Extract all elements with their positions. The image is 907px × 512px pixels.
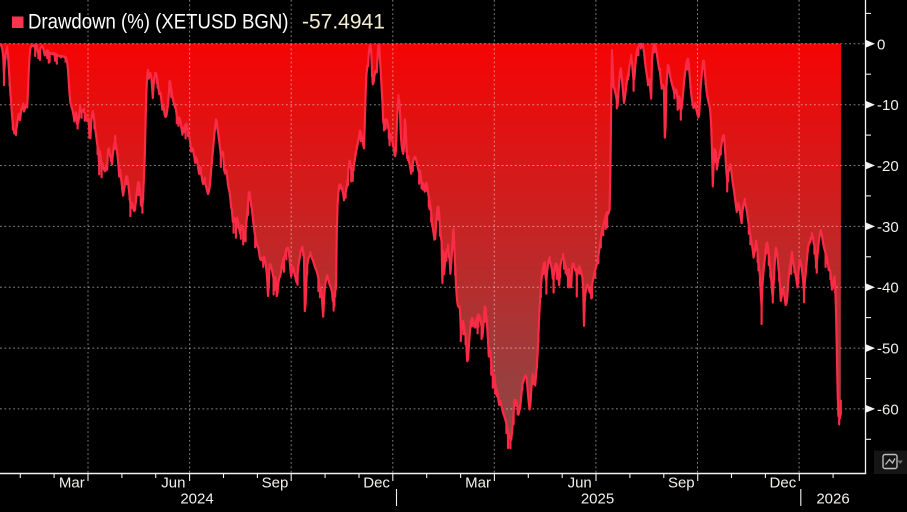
svg-text:Sep: Sep: [668, 475, 695, 492]
svg-text:Mar: Mar: [59, 475, 85, 492]
svg-text:-57.4941: -57.4941: [302, 11, 385, 34]
svg-text:2024: 2024: [180, 491, 213, 508]
svg-text:-10: -10: [877, 97, 899, 114]
svg-text:-40: -40: [877, 280, 899, 297]
svg-text:Dec: Dec: [770, 475, 797, 492]
svg-text:Mar: Mar: [465, 475, 491, 492]
svg-text:Dec: Dec: [363, 475, 390, 492]
svg-text:Sep: Sep: [262, 475, 289, 492]
svg-text:2026: 2026: [816, 491, 849, 508]
svg-text:Jun: Jun: [161, 475, 185, 492]
svg-text:-30: -30: [877, 219, 899, 236]
svg-text:Jun: Jun: [568, 475, 592, 492]
svg-text:-20: -20: [877, 158, 899, 175]
svg-text:2025: 2025: [581, 491, 614, 508]
svg-text:Drawdown (%) (XETUSD BGN): Drawdown (%) (XETUSD BGN): [28, 11, 289, 34]
svg-text:0: 0: [877, 36, 885, 53]
svg-text:-60: -60: [877, 401, 899, 418]
svg-text:-50: -50: [877, 341, 899, 358]
